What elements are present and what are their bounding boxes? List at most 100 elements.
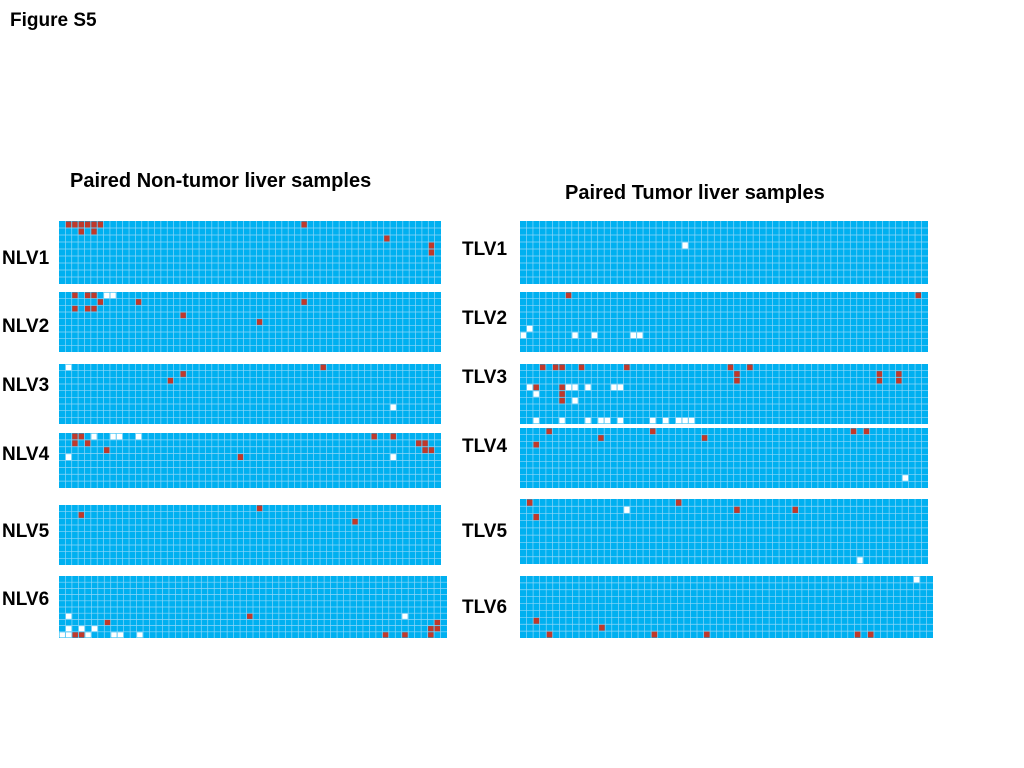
methylated-cell	[599, 624, 605, 631]
methylated-cell	[78, 228, 84, 235]
missing-cell	[520, 332, 526, 339]
missing-cell	[559, 417, 565, 424]
methylated-cell	[428, 249, 435, 256]
methylated-cell	[546, 428, 552, 435]
panel-label-nlv4: NLV4	[2, 444, 50, 465]
methylated-cell	[876, 371, 883, 377]
missing-cell	[117, 632, 124, 638]
methylated-cell	[552, 364, 559, 371]
methylated-cell	[91, 221, 97, 228]
methylated-cell	[97, 299, 104, 305]
missing-cell	[630, 332, 637, 339]
panel-label-nlv3: NLV3	[2, 375, 50, 396]
heatmap-tlv4	[520, 428, 928, 488]
methylated-cell	[867, 631, 874, 638]
methylated-cell	[97, 221, 104, 228]
missing-cell	[857, 557, 863, 564]
heatmap-nlv3	[59, 364, 441, 424]
missing-cell	[611, 384, 617, 391]
panel-label-tlv4: TLV4	[462, 436, 508, 457]
methylated-cell	[704, 631, 710, 638]
panel-label-tlv2: TLV2	[462, 308, 508, 329]
methylated-cell	[533, 617, 540, 624]
methylated-cell	[320, 364, 326, 371]
missing-cell	[65, 364, 72, 371]
panel-label-tlv6: TLV6	[462, 597, 508, 618]
methylated-cell	[180, 312, 186, 319]
methylated-cell	[734, 377, 740, 384]
methylated-cell	[915, 292, 922, 299]
methylated-cell	[526, 499, 533, 506]
missing-cell	[135, 433, 142, 440]
heatmap-tlv5	[520, 499, 928, 564]
missing-cell	[598, 417, 604, 424]
heatmap-tlv1	[520, 221, 928, 284]
methylated-cell	[84, 305, 91, 312]
missing-cell	[624, 506, 630, 513]
missing-cell	[526, 325, 533, 332]
methylated-cell	[72, 433, 78, 440]
methylated-cell	[91, 305, 97, 312]
methylated-cell	[104, 619, 111, 626]
methylated-cell	[428, 447, 435, 454]
missing-cell	[91, 433, 97, 440]
missing-cell	[650, 417, 656, 424]
missing-cell	[104, 292, 110, 299]
methylated-cell	[559, 364, 565, 371]
missing-cell	[65, 613, 72, 619]
methylated-cell	[72, 292, 78, 299]
methylated-cell	[371, 433, 377, 440]
methylated-cell	[734, 506, 740, 513]
methylated-cell	[237, 454, 244, 460]
methylated-cell	[559, 384, 565, 391]
methylated-cell	[72, 632, 78, 638]
heatmap-background	[520, 428, 928, 488]
methylated-cell	[428, 632, 434, 638]
missing-cell	[533, 417, 539, 424]
missing-cell	[682, 417, 688, 424]
methylated-cell	[301, 221, 307, 228]
missing-cell	[617, 384, 624, 391]
methylated-cell	[84, 292, 91, 299]
panel-label-tlv5: TLV5	[462, 521, 508, 542]
missing-cell	[913, 576, 920, 583]
missing-cell	[675, 417, 682, 424]
missing-cell	[390, 454, 396, 460]
methylated-cell	[384, 235, 390, 242]
missing-cell	[116, 433, 123, 440]
methylated-cell	[747, 364, 753, 371]
heatmap-tlv3	[520, 364, 928, 424]
missing-cell	[65, 454, 72, 460]
panel-label-nlv5: NLV5	[2, 521, 50, 542]
methylated-cell	[565, 292, 572, 299]
methylated-cell	[104, 447, 110, 454]
methylated-cell	[65, 221, 72, 228]
methylated-cell	[428, 626, 434, 632]
methylated-cell	[650, 428, 656, 435]
missing-cell	[585, 384, 591, 391]
heatmap-nlv5	[59, 505, 441, 565]
methylated-cell	[72, 221, 78, 228]
missing-cell	[402, 613, 408, 619]
missing-cell	[591, 332, 598, 339]
methylated-cell	[651, 631, 658, 638]
methylated-cell	[78, 221, 84, 228]
methylated-cell	[422, 440, 428, 447]
methylated-cell	[402, 632, 408, 638]
methylated-cell	[896, 371, 902, 377]
methylated-cell	[533, 513, 539, 521]
methylated-cell	[546, 631, 553, 638]
methylated-cell	[675, 499, 682, 506]
methylated-cell	[72, 440, 78, 447]
methylated-cell	[256, 505, 263, 512]
methylated-cell	[863, 428, 870, 435]
methylated-cell	[727, 364, 734, 371]
missing-cell	[65, 626, 72, 632]
nontumor-group-title: Paired Non-tumor liver samples	[70, 170, 372, 192]
methylated-cell	[84, 440, 91, 447]
heatmap-background	[520, 576, 933, 638]
missing-cell	[565, 384, 572, 391]
methylated-cell	[416, 440, 422, 447]
missing-cell	[604, 417, 611, 424]
tumor-group-title: Paired Tumor liver samples	[565, 182, 825, 204]
